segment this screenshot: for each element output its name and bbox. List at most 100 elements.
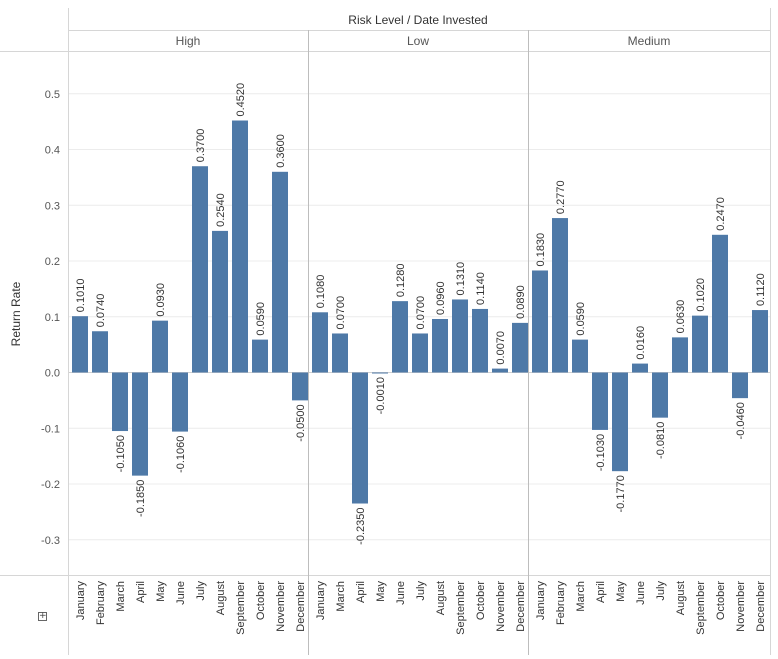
x-tick-label: March: [115, 581, 127, 612]
x-tick-label: December: [515, 581, 527, 632]
data-label: -0.2350: [355, 508, 367, 545]
data-label: 0.2770: [555, 180, 567, 214]
y-tick-label: -0.1: [41, 423, 60, 435]
data-label: 0.1830: [535, 233, 547, 267]
bar: [292, 372, 308, 401]
x-tick-label: April: [135, 581, 147, 603]
x-tick-label: July: [195, 581, 207, 601]
x-tick-label: July: [415, 581, 427, 601]
x-tick-label: December: [755, 581, 767, 632]
bar: [492, 368, 508, 373]
y-tick-label: 0.0: [45, 368, 60, 380]
panel-header-low: Low: [407, 34, 429, 48]
bar: [132, 372, 148, 476]
bar: [592, 372, 608, 430]
x-tick-label: November: [495, 581, 507, 632]
data-label: 0.1140: [475, 272, 487, 305]
expand-icon[interactable]: +: [38, 611, 47, 621]
x-tick-label: January: [315, 581, 327, 621]
x-tick-label: January: [75, 581, 87, 621]
bar: [692, 315, 708, 373]
data-labels: 0.1010 0.0740 -0.1050 -0.1850 0.0930 -0.1060 0…: [75, 83, 767, 545]
x-tick-label: September: [235, 581, 247, 635]
data-label: 0.0590: [255, 302, 267, 336]
y-tick-label: 0.5: [45, 89, 60, 101]
x-axis-ticks: January February March April May June July Augu…: [75, 581, 767, 635]
y-tick-label: -0.3: [41, 535, 60, 547]
x-tick-label: May: [615, 581, 627, 602]
data-label: 0.0700: [415, 296, 427, 330]
x-tick-label: December: [295, 581, 307, 632]
y-tick-label: 0.1: [45, 312, 60, 324]
bar: [372, 372, 388, 374]
bar: [552, 218, 568, 373]
data-label: -0.1850: [135, 480, 147, 517]
y-axis-ticks: -0.3 -0.2 -0.1 0.0 0.1 0.2 0.3 0.4 0.5: [41, 89, 60, 547]
data-label: 0.3600: [275, 134, 287, 168]
bar: [632, 363, 648, 373]
bar: [112, 372, 128, 432]
data-label: 0.3700: [195, 129, 207, 163]
data-label: 0.1020: [695, 278, 707, 312]
bar: [92, 331, 108, 373]
x-tick-label: August: [435, 581, 447, 615]
bar: [312, 312, 328, 373]
data-label: -0.1770: [615, 475, 627, 512]
x-tick-label: May: [155, 581, 167, 602]
y-tick-label: 0.3: [45, 200, 60, 212]
data-label: 0.1310: [455, 262, 467, 296]
x-tick-label: June: [175, 581, 187, 605]
y-tick-label: 0.4: [45, 145, 60, 157]
data-label: 0.0700: [335, 296, 347, 330]
x-tick-label: September: [455, 581, 467, 635]
x-tick-label: May: [375, 581, 387, 602]
y-axis-label: Return Rate: [9, 281, 23, 346]
bar: [352, 372, 368, 504]
x-tick-label: July: [655, 581, 667, 601]
bars: [72, 120, 768, 504]
data-label: 0.1280: [395, 263, 407, 297]
data-label: 0.0160: [635, 326, 647, 360]
panel-header-high: High: [176, 34, 201, 48]
x-tick-label: August: [675, 581, 687, 615]
bar: [412, 333, 428, 373]
bar: [152, 320, 168, 373]
x-tick-label: April: [595, 581, 607, 603]
data-label: 0.0960: [435, 281, 447, 315]
x-tick-label: September: [695, 581, 707, 635]
panel-headers: High Low Medium: [176, 34, 671, 48]
bar: [212, 230, 228, 373]
bar: [252, 339, 268, 373]
data-label: -0.0500: [295, 404, 307, 441]
x-tick-label: October: [255, 581, 267, 620]
x-tick-label: June: [395, 581, 407, 605]
bar: [392, 301, 408, 373]
data-label: 0.2470: [715, 197, 727, 231]
bar: [192, 166, 208, 373]
data-label: 0.0630: [675, 300, 687, 334]
x-tick-label: February: [555, 581, 567, 626]
data-label: 0.1080: [315, 275, 327, 309]
bar: [672, 337, 688, 373]
bar: [652, 372, 668, 418]
x-tick-label: November: [735, 581, 747, 632]
data-label: -0.0010: [375, 377, 387, 414]
x-tick-label: February: [95, 581, 107, 626]
bar: [472, 308, 488, 373]
bar: [452, 299, 468, 373]
data-label: 0.0740: [95, 294, 107, 328]
bar: [72, 316, 88, 373]
x-tick-label: April: [355, 581, 367, 603]
bar: [752, 310, 768, 373]
data-label: -0.1030: [595, 434, 607, 471]
y-tick-label: -0.2: [41, 479, 60, 491]
data-label: -0.0460: [735, 402, 747, 439]
data-label: -0.0810: [655, 422, 667, 459]
data-label: -0.1050: [115, 435, 127, 472]
x-tick-label: November: [275, 581, 287, 632]
x-tick-label: June: [635, 581, 647, 605]
data-label: 0.1010: [75, 279, 87, 313]
x-tick-label: October: [475, 581, 487, 620]
x-tick-label: March: [575, 581, 587, 612]
